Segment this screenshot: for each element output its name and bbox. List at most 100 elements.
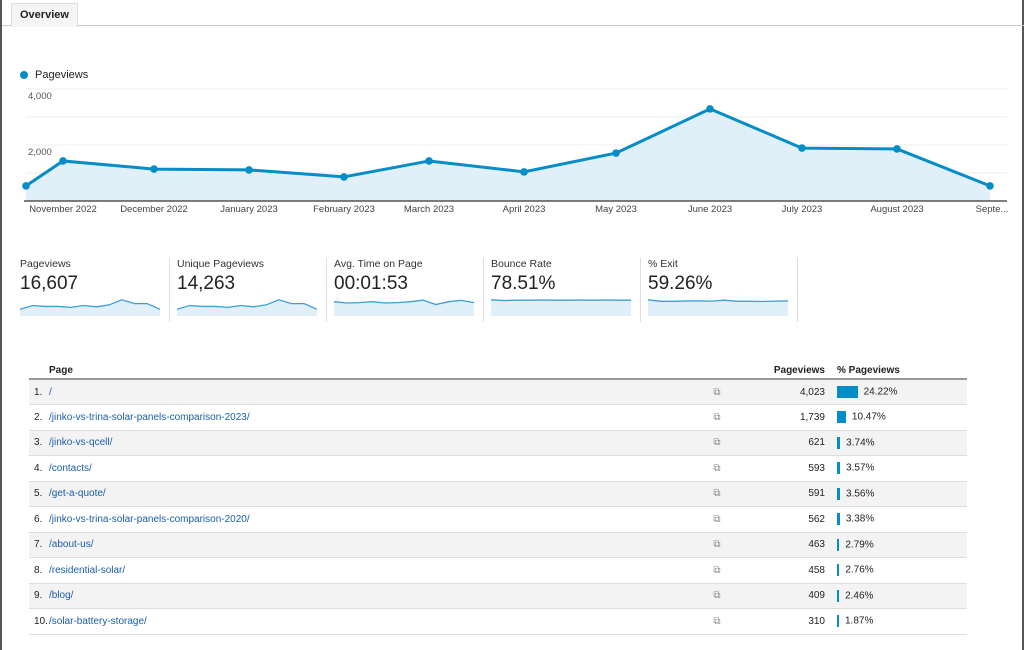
sparkline [491,299,631,316]
x-tick-label: July 2023 [781,204,823,215]
pageviews-value: 621 [737,430,837,456]
x-tick-label: February 2023 [313,204,375,215]
data-point[interactable] [893,145,901,153]
page-link[interactable]: /jinko-vs-trina-solar-panels-comparison-… [49,411,250,423]
x-tick-label: May 2023 [595,204,637,215]
area-fill [26,108,990,201]
data-point[interactable] [798,144,806,152]
tab-bar: Overview [2,0,1024,27]
pct-bar [837,615,839,628]
open-page-icon[interactable]: ⧉ [697,506,737,533]
metric-pageviews[interactable]: Pageviews 16,607 [20,258,170,322]
table-row: 6. /jinko-vs-trina-solar-panels-comparis… [29,506,967,533]
page-link[interactable]: / [49,386,52,398]
open-page-icon[interactable]: ⧉ [697,379,737,405]
page-link[interactable]: /blog/ [49,590,74,602]
data-point[interactable] [150,165,158,173]
metric-value: 00:01:53 [334,273,408,294]
col-page[interactable]: Page [49,362,697,380]
row-number: 3. [29,430,49,456]
x-tick-label: April 2023 [502,204,546,215]
metric-value: 59.26% [648,273,713,294]
pageviews-value: 4,023 [737,379,837,405]
open-page-icon[interactable]: ⧉ [697,608,737,635]
metric-label: Pageviews [20,258,71,270]
table-row: 10. /solar-battery-storage/ ⧉ 310 1.87% [29,608,967,635]
x-tick-label: March 2023 [403,204,455,215]
row-number: 2. [29,404,49,431]
sparkline [177,299,317,316]
data-point[interactable] [22,182,30,190]
table-row: 7. /about-us/ ⧉ 463 2.79% [29,532,967,558]
pct-value: 2.76% [845,564,874,576]
pageviews-value: 562 [737,506,837,533]
table-row: 8. /residential-solar/ ⧉ 458 2.76% [29,557,967,584]
page-link[interactable]: /contacts/ [49,462,92,474]
metric-value: 78.51% [491,273,556,294]
pageviews-line-chart[interactable] [2,80,1024,210]
metric-label: Bounce Rate [491,258,552,270]
metric--exit[interactable]: % Exit 59.26% [648,258,798,322]
table-row: 3. /jinko-vs-qcell/ ⧉ 621 3.74% [29,430,967,456]
pct-value: 3.74% [846,437,875,449]
pageviews-value: 593 [737,455,837,482]
open-page-icon[interactable]: ⧉ [697,481,737,507]
metric-value: 16,607 [20,273,79,294]
metric-bounce-rate[interactable]: Bounce Rate 78.51% [491,258,641,322]
pct-bar [837,564,840,577]
data-point[interactable] [520,168,528,176]
col-pageviews[interactable]: Pageviews [737,362,837,380]
pageviews-value: 458 [737,557,837,584]
sparkline [20,299,160,316]
pct-bar [837,411,846,424]
row-number: 1. [29,379,49,405]
pct-bar [837,386,858,398]
open-page-icon[interactable]: ⧉ [697,583,737,609]
pct-value: 3.56% [846,488,875,500]
open-page-icon[interactable]: ⧉ [697,455,737,482]
page-link[interactable]: /jinko-vs-qcell/ [49,437,113,449]
row-number: 7. [29,532,49,558]
data-point[interactable] [245,166,253,174]
table-row: 4. /contacts/ ⧉ 593 3.57% [29,455,967,482]
page-link[interactable]: /get-a-quote/ [49,488,106,500]
data-point[interactable] [706,105,714,113]
pageviews-value: 463 [737,532,837,558]
metric-avg-time-on-page[interactable]: Avg. Time on Page 00:01:53 [334,258,484,322]
x-tick-label: June 2023 [687,204,733,215]
data-point[interactable] [59,157,67,165]
x-tick-label: November 2022 [29,204,97,215]
page-link[interactable]: /about-us/ [49,539,94,551]
page-link[interactable]: /solar-battery-storage/ [49,615,147,627]
col-pct-pageviews[interactable]: % Pageviews [837,362,967,380]
data-point[interactable] [612,149,620,157]
legend-label: Pageviews [35,69,89,81]
open-page-icon[interactable]: ⧉ [697,404,737,431]
chart-legend: Pageviews [20,69,88,81]
data-point[interactable] [425,157,433,165]
pct-bar [837,487,841,500]
pct-bar [837,513,840,526]
x-tick-label: December 2022 [120,204,188,215]
pct-value: 2.46% [845,590,874,602]
page-link[interactable]: /jinko-vs-trina-solar-panels-comparison-… [49,513,250,525]
row-number: 10. [29,608,49,635]
sparkline [648,299,788,316]
metric-unique-pageviews[interactable]: Unique Pageviews 14,263 [177,258,327,322]
data-point[interactable] [986,182,994,190]
open-page-icon[interactable]: ⧉ [697,430,737,456]
data-point[interactable] [340,173,348,181]
open-page-icon[interactable]: ⧉ [697,557,737,584]
pageviews-value: 1,739 [737,404,837,431]
pct-value: 1.87% [845,615,874,627]
open-page-icon[interactable]: ⧉ [697,532,737,558]
x-tick-label: Septe... [975,204,1009,215]
pages-table: Page Pageviews % Pageviews 1. / ⧉ 4,023 … [29,362,967,635]
pageviews-value: 591 [737,481,837,507]
pct-value: 24.22% [863,386,898,398]
page-link[interactable]: /residential-solar/ [49,564,126,576]
tab-overview[interactable]: Overview [11,3,78,27]
pageviews-value: 310 [737,608,837,635]
y-tick: 4,000 [28,91,52,102]
legend-dot-icon [20,71,28,79]
